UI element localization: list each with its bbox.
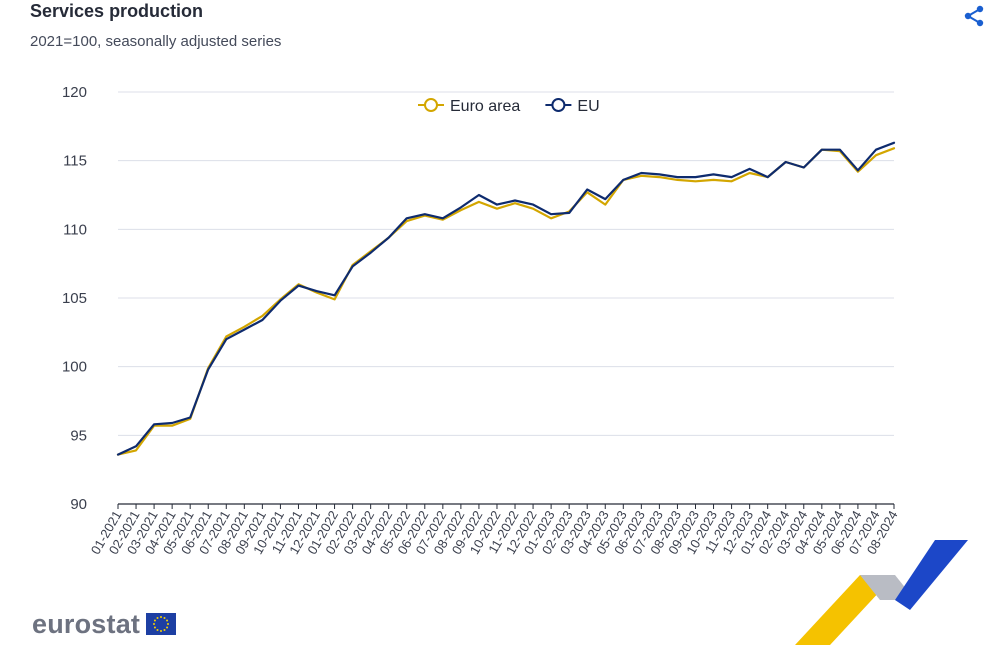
- legend-marker-icon: [551, 98, 566, 112]
- legend-label: EU: [577, 98, 599, 115]
- y-tick-label: 120: [62, 84, 87, 101]
- share-icon[interactable]: [962, 4, 986, 28]
- series-lines: [116, 141, 896, 456]
- legend-item-euro-area[interactable]: Euro area: [418, 98, 520, 115]
- y-tick-label: 110: [63, 221, 87, 238]
- series-line-eu[interactable]: [116, 141, 896, 456]
- eu-flag-icon: [146, 613, 176, 635]
- y-tick-label: 105: [62, 290, 87, 307]
- share-icon-glyph: [964, 5, 984, 27]
- flag-star: [167, 623, 169, 625]
- legend: Euro area EU: [418, 98, 600, 115]
- gridlines: [118, 91, 894, 505]
- legend-item-eu[interactable]: EU: [545, 98, 600, 115]
- y-tick-label: 95: [70, 427, 87, 444]
- flag-star: [156, 616, 159, 619]
- legend-marker-icon: [424, 98, 438, 112]
- eurostat-logo: eurostat: [32, 609, 141, 639]
- flag-star: [156, 629, 159, 632]
- flag-star: [153, 626, 156, 629]
- y-tick-label: 90: [70, 496, 87, 513]
- decoration-yellow-stripe: [795, 575, 895, 645]
- decoration-blue-stripe: [895, 540, 968, 610]
- eurostat-decoration-graphic: [795, 540, 968, 645]
- chart-title: Services production: [30, 1, 204, 21]
- flag-star: [160, 630, 162, 632]
- flag-star: [153, 619, 156, 622]
- flag-star: [153, 623, 155, 625]
- flag-star: [163, 629, 166, 632]
- flag-star: [160, 616, 162, 618]
- y-tick-label: 115: [63, 153, 87, 170]
- flag-star: [163, 616, 166, 619]
- y-tick-label: 100: [62, 359, 87, 376]
- x-axis-ticks: 01-202102-202103-202104-202105-202106-20…: [88, 504, 901, 557]
- legend-label: Euro area: [450, 98, 520, 115]
- flag-star: [166, 619, 169, 622]
- flag-star: [166, 626, 169, 629]
- chart-subtitle: 2021=100, seasonally adjusted series: [30, 33, 282, 50]
- y-axis-ticks: 90 95 100 105 110 115 120: [62, 84, 87, 513]
- series-line-euro-area[interactable]: [116, 147, 896, 456]
